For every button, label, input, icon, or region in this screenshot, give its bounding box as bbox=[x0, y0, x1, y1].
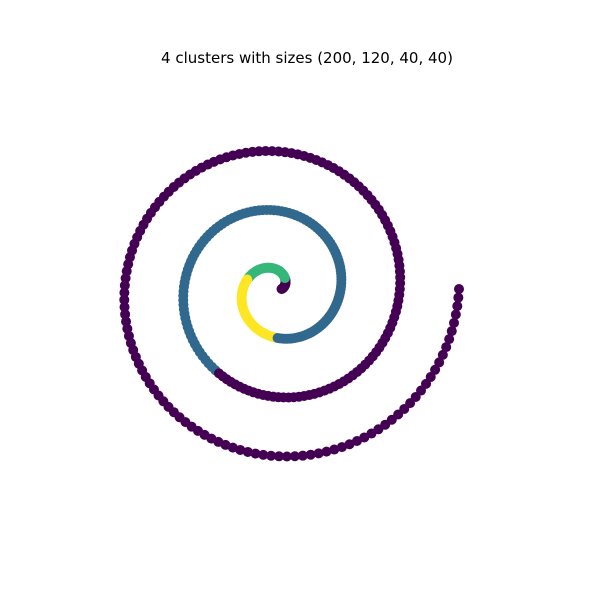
scatter-point-cluster-0 bbox=[446, 326, 457, 337]
scatter-point-cluster-0 bbox=[425, 371, 436, 382]
scatter-point-cluster-0 bbox=[242, 446, 253, 457]
scatter-point-cluster-0 bbox=[344, 439, 355, 450]
scatter-point-cluster-0 bbox=[266, 450, 277, 461]
scatter-points bbox=[119, 146, 464, 462]
scatter-point-cluster-0 bbox=[437, 349, 448, 360]
scatter-point-cluster-0 bbox=[452, 301, 463, 312]
scatter-point-cluster-0 bbox=[450, 309, 461, 320]
scatter-point-cluster-0 bbox=[336, 442, 347, 453]
scatter-point-cluster-0 bbox=[329, 444, 340, 455]
scatter-point-cluster-0 bbox=[281, 451, 292, 462]
scatter-point-cluster-0 bbox=[434, 357, 445, 368]
chart-title: 4 clusters with sizes (200, 120, 40, 40) bbox=[161, 49, 453, 67]
scatter-point-cluster-0 bbox=[321, 446, 332, 457]
scatter-point-cluster-0 bbox=[297, 450, 308, 461]
scatter-point-cluster-0 bbox=[441, 342, 452, 353]
scatter-point-cluster-0 bbox=[305, 449, 316, 460]
scatter-point-cluster-0 bbox=[449, 317, 460, 328]
scatter-point-cluster-0 bbox=[444, 334, 455, 345]
scatter-point-cluster-0 bbox=[430, 364, 441, 375]
scatter-point-cluster-0 bbox=[289, 451, 300, 462]
scatter-point-cluster-0 bbox=[119, 280, 130, 291]
scatter-point-cluster-0 bbox=[273, 451, 284, 462]
scatter-point-cluster-0 bbox=[313, 448, 324, 459]
scatter-point-cluster-0 bbox=[454, 284, 464, 294]
scatter-point-cluster-0 bbox=[119, 287, 130, 298]
scatter-point-cluster-0 bbox=[119, 294, 130, 305]
scatter-point-cluster-0 bbox=[258, 449, 269, 460]
scatter-point-cluster-0 bbox=[119, 302, 130, 313]
scatter-point-cluster-0 bbox=[235, 444, 246, 455]
scatter-point-cluster-0 bbox=[250, 448, 261, 459]
scatter-point-cluster-0 bbox=[453, 292, 464, 303]
